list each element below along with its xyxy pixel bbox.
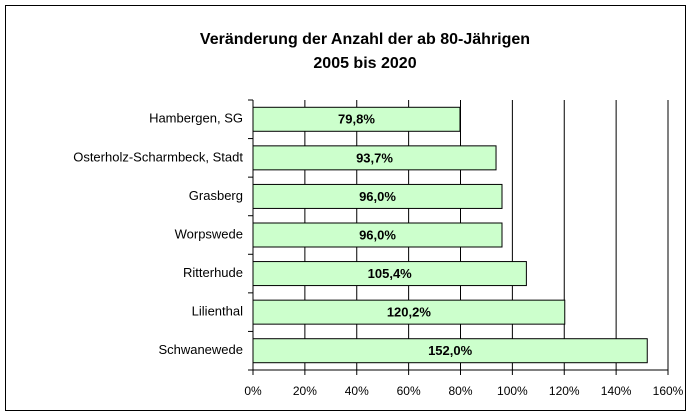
y-tick-label: Schwanewede xyxy=(158,342,243,357)
x-tick-label: 100% xyxy=(497,384,528,398)
y-tick-label: Ritterhude xyxy=(183,265,243,280)
value-label: 120,2% xyxy=(387,305,432,320)
bar xyxy=(252,222,503,248)
y-tick-label: Hambergen, SG xyxy=(149,111,243,126)
x-tick-label: 140% xyxy=(601,384,632,398)
value-label: 96,0% xyxy=(359,227,396,242)
x-tick-label: 160% xyxy=(653,384,684,398)
value-label: 96,0% xyxy=(359,189,396,204)
value-label: 105,4% xyxy=(368,266,413,281)
x-tick-label: 60% xyxy=(397,384,421,398)
y-tick-label: Osterholz-Scharmbeck, Stadt xyxy=(73,149,243,164)
bar xyxy=(252,145,497,171)
x-tick-label: 80% xyxy=(448,384,472,398)
x-tick-label: 40% xyxy=(345,384,369,398)
bar xyxy=(252,261,527,287)
y-tick-label: Lilienthal xyxy=(192,304,243,319)
x-tick-label: 120% xyxy=(549,384,580,398)
chart-subtitle: 2005 bis 2020 xyxy=(313,55,416,72)
chart-title: Veränderung der Anzahl der ab 80-Jährige… xyxy=(200,31,530,48)
value-label: 93,7% xyxy=(356,150,393,165)
x-tick-label: 0% xyxy=(244,384,262,398)
y-tick-label: Worpswede xyxy=(175,226,243,241)
bar xyxy=(252,299,566,325)
bar xyxy=(252,338,648,364)
value-label: 79,8% xyxy=(338,112,375,127)
y-tick-label: Grasberg xyxy=(189,188,243,203)
x-tick-label: 20% xyxy=(293,384,317,398)
value-label: 152,0% xyxy=(428,343,473,358)
bar xyxy=(252,106,461,132)
bar xyxy=(252,183,503,209)
